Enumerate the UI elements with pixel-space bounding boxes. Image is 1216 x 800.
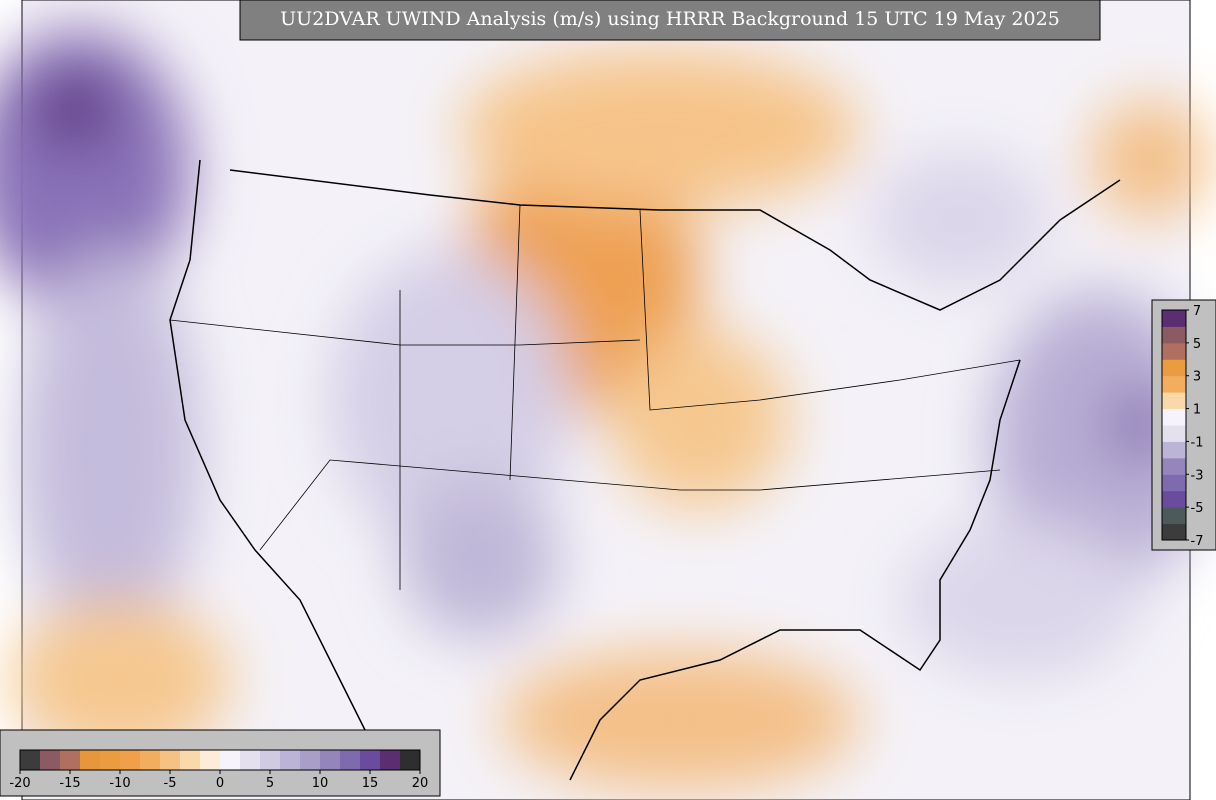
colorbar-segment — [360, 750, 381, 770]
colorbar-segment — [1162, 342, 1186, 360]
colorbar-tick-label: -1 — [1191, 435, 1204, 450]
colorbar-tick-label: 1 — [1193, 403, 1201, 418]
colorbar-tick-label: 5 — [266, 776, 274, 791]
colorbar-segment — [340, 750, 361, 770]
colorbar-segment — [1162, 326, 1186, 344]
colorbar-segment — [60, 750, 81, 770]
colorbar-segment — [20, 750, 41, 770]
colorbar-tick-label: -7 — [1191, 534, 1204, 549]
colorbar-segment — [240, 750, 261, 770]
colorbar-segment — [160, 750, 181, 770]
colorbar-segment — [1162, 523, 1186, 541]
colorbar-tick-label: -5 — [164, 776, 177, 791]
colorbar-segment — [1162, 507, 1186, 525]
map-title: UU2DVAR UWIND Analysis (m/s) using HRRR … — [280, 8, 1060, 30]
colorbar-segment — [1162, 359, 1186, 377]
colorbar-segment — [100, 750, 121, 770]
colorbar-segment — [1162, 474, 1186, 492]
colorbar-segment — [1162, 425, 1186, 442]
colorbar-tick-label: 5 — [1193, 337, 1201, 352]
colorbar-tick-label: 3 — [1193, 370, 1201, 385]
colorbar-segment — [40, 750, 61, 770]
colorbar-segment — [140, 750, 161, 770]
colorbar-tick-label: 15 — [362, 776, 379, 791]
colorbar-segment — [300, 750, 321, 770]
colorbar-tick-label: -3 — [1191, 468, 1204, 483]
colorbar-tick-label: -5 — [1191, 501, 1204, 516]
colorbar-tick-label: -20 — [9, 776, 30, 791]
colorbar-segment — [1162, 375, 1186, 393]
colorbar-segment — [280, 750, 301, 770]
colorbar-segment — [260, 750, 281, 770]
colorbar-segment — [1162, 441, 1186, 459]
colorbar-segment — [1162, 490, 1186, 508]
colorbar-segment — [380, 750, 401, 770]
colorbar-frame — [1161, 309, 1187, 541]
colorbar-segment — [320, 750, 341, 770]
colorbar-segment — [80, 750, 101, 770]
colorbar-segment — [400, 750, 421, 770]
colorbar-segment — [1162, 310, 1186, 327]
colorbar-tick-label: 10 — [312, 776, 329, 791]
colorbar-tick-label: 0 — [216, 776, 224, 791]
colorbar-segment — [200, 750, 221, 770]
title-box — [239, 0, 1101, 41]
colorbar-segment — [180, 750, 201, 770]
colorbar-segment — [220, 750, 241, 770]
colorbar-tick-label: -15 — [59, 776, 80, 791]
colorbar-tick-label: -10 — [109, 776, 130, 791]
colorbar-segment — [1162, 408, 1186, 426]
colorbar-tick-label: 20 — [412, 776, 429, 791]
colorbar-tick-label: 7 — [1193, 304, 1201, 319]
colorbar-segment — [1162, 457, 1186, 475]
colorbar-segment — [1162, 392, 1186, 410]
colorbar-segment — [120, 750, 141, 770]
